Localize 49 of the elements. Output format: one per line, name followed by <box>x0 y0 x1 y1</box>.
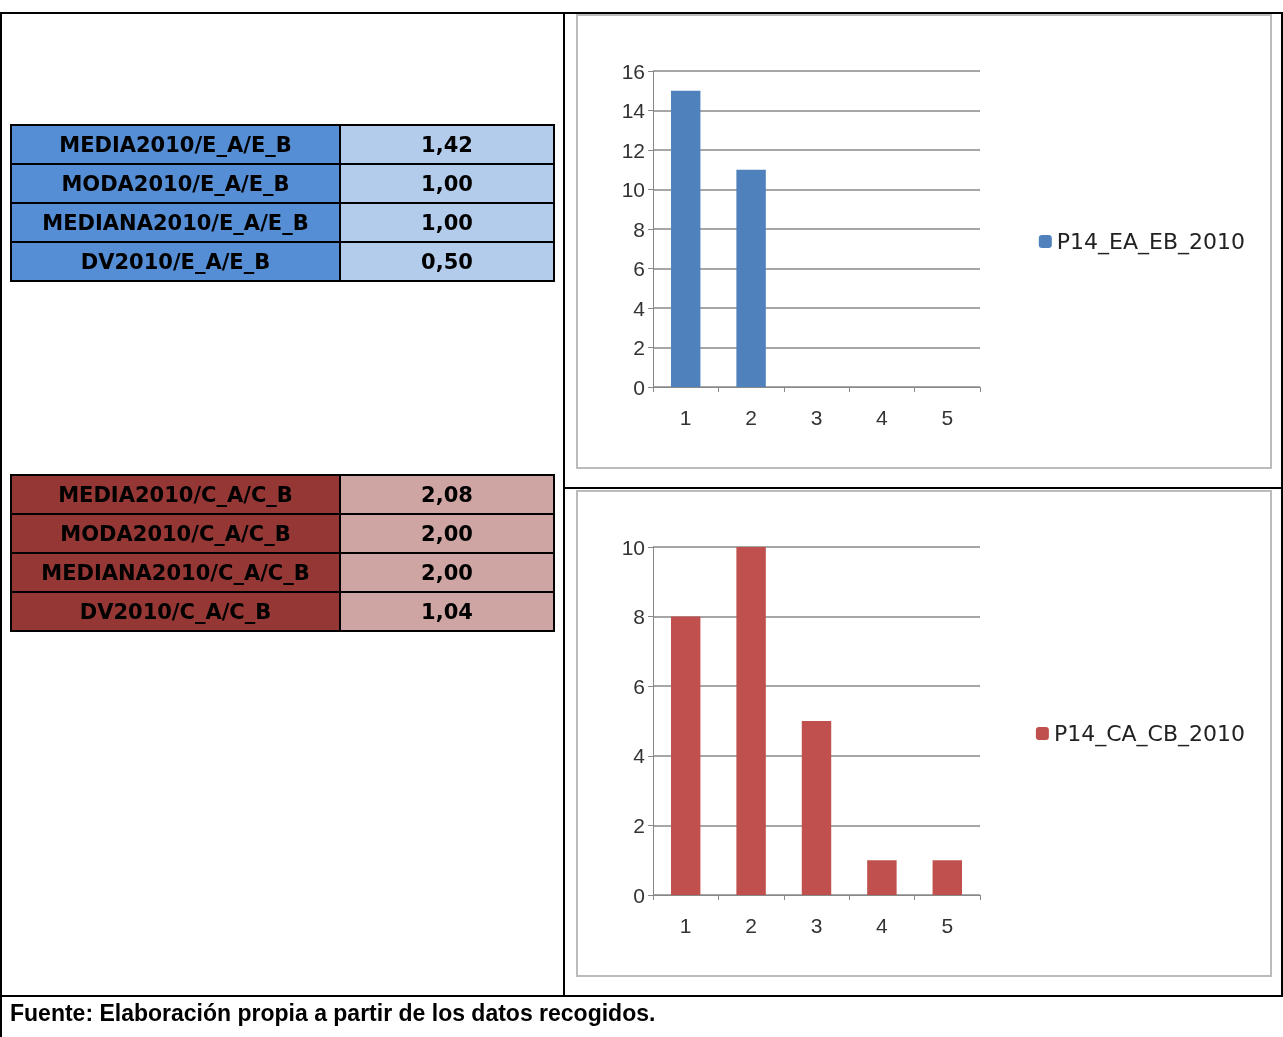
text: 1,04 <box>421 599 473 624</box>
category-label: MEDIA2010/C_A/C_B <box>11 475 340 514</box>
category-label: MODA2010/E_A/E_B <box>11 164 340 203</box>
category-label: DV2010/E_A/E_B <box>11 242 340 281</box>
legend-label: P14_CA_CB_2010 <box>1053 721 1246 747</box>
category-label: MEDIANA2010/E_A/E_B <box>11 203 340 242</box>
y-tick-label: 4 <box>633 744 646 768</box>
bar <box>736 547 766 895</box>
x-tick-label: 2 <box>745 406 757 429</box>
text: 2,08 <box>421 482 473 507</box>
bar <box>801 721 832 895</box>
y-tick-label: 10 <box>621 178 645 201</box>
y-tick-label: 0 <box>633 883 645 907</box>
bar <box>670 616 701 895</box>
x-tick-label: 5 <box>941 914 954 937</box>
text: 1,00 <box>421 210 473 235</box>
x-tick-label: 5 <box>941 406 954 429</box>
text: 2,00 <box>421 521 473 546</box>
x-tick-label: 1 <box>679 406 692 429</box>
y-tick-label: 2 <box>633 336 645 359</box>
y-tick-label: 8 <box>633 605 645 629</box>
category-label: MEDIA2010/E_A/E_B <box>11 125 340 164</box>
x-tick-label: 2 <box>745 914 757 937</box>
x-tick-label: 3 <box>810 406 823 429</box>
x-tick-label: 4 <box>876 914 889 937</box>
x-tick-label: 3 <box>810 914 823 937</box>
category-label: DV2010/C_A/C_B <box>11 592 340 631</box>
y-tick-label: 12 <box>621 138 645 162</box>
y-tick-label: 2 <box>633 813 645 837</box>
y-tick-label: 8 <box>633 217 645 241</box>
y-tick-label: 4 <box>633 296 646 320</box>
text: 1,00 <box>421 171 473 196</box>
text: 0,50 <box>421 249 473 274</box>
category-label: MODA2010/C_A/C_B <box>11 514 340 553</box>
x-tick-label: 1 <box>679 914 692 937</box>
category-label: MEDIANA2010/C_A/C_B <box>11 553 340 592</box>
x-tick-label: 4 <box>876 406 889 429</box>
source-note: Fuente: Elaboración propia a partir de los datos recogidos. <box>10 1000 656 1027</box>
bar <box>932 860 963 895</box>
legend-label: P14_EA_EB_2010 <box>1056 229 1246 255</box>
y-tick-label: 6 <box>633 674 645 698</box>
text: 2,00 <box>421 560 473 585</box>
bar <box>867 860 897 895</box>
y-tick-label: 6 <box>633 257 645 280</box>
text: 1,42 <box>421 132 473 157</box>
y-tick-label: 16 <box>621 59 645 83</box>
y-tick-label: 10 <box>621 535 645 559</box>
y-tick-label: 14 <box>621 99 646 122</box>
y-tick-label: 0 <box>633 375 645 399</box>
